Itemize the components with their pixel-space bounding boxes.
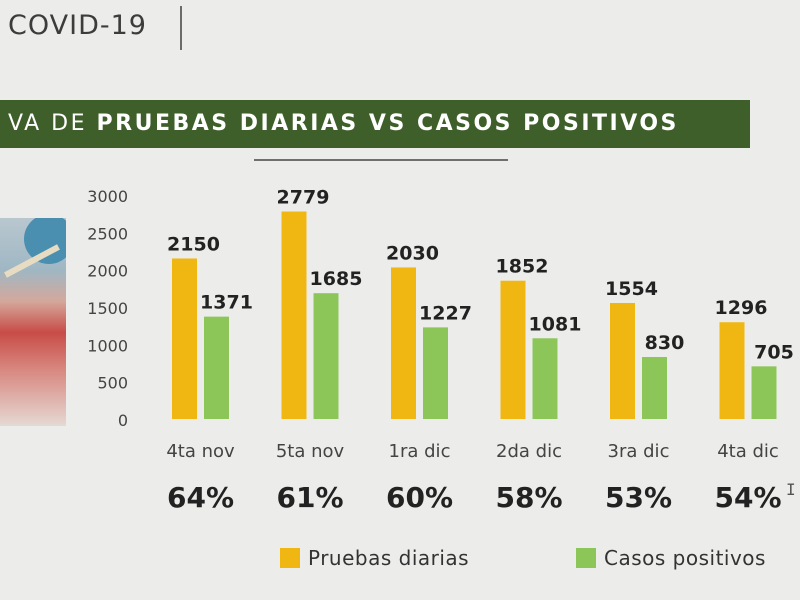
y-tick-label: 1500 xyxy=(87,299,128,318)
covid-test-photo xyxy=(0,218,66,426)
x-category-label: 4ta dic xyxy=(717,441,779,462)
x-category-label: 3ra dic xyxy=(608,441,670,462)
x-category-label: 4ta nov xyxy=(166,441,235,462)
data-label-pruebas: 1554 xyxy=(605,278,658,300)
bar-pruebas xyxy=(610,302,635,419)
bar-pruebas xyxy=(500,280,526,419)
y-tick-label: 1000 xyxy=(87,336,128,355)
chart-legend: Pruebas diarias Casos positivos xyxy=(280,546,800,576)
x-category-label: 2da dic xyxy=(496,441,562,462)
percentage-label: 64% xyxy=(167,481,234,514)
header-divider xyxy=(180,6,182,50)
x-category-label: 5ta nov xyxy=(276,441,345,462)
bar-positivos xyxy=(532,338,558,419)
banner-prefix: VA DE xyxy=(8,111,88,136)
data-label-positivos: 1081 xyxy=(529,313,582,335)
y-tick-label: 3000 xyxy=(87,187,128,206)
data-label-positivos: 1685 xyxy=(310,268,363,290)
data-label-positivos: 1227 xyxy=(419,302,472,324)
legend-label-positivos: Casos positivos xyxy=(604,546,766,570)
bar-pruebas xyxy=(391,267,416,419)
banner-title: PRUEBAS DIARIAS VS CASOS POSITIVOS xyxy=(96,111,679,136)
bar-pruebas xyxy=(281,211,307,419)
data-label-pruebas: 1296 xyxy=(715,297,768,319)
text-cursor-icon: I xyxy=(786,480,796,499)
y-tick-label: 2000 xyxy=(87,262,128,281)
section-banner: VA DE PRUEBAS DIARIAS VS CASOS POSITIVOS xyxy=(0,100,750,148)
bar-positivos xyxy=(751,366,777,419)
data-label-pruebas: 1852 xyxy=(496,256,549,278)
y-tick-label: 2500 xyxy=(87,224,128,243)
bar-positivos xyxy=(313,293,339,419)
bar-pruebas xyxy=(172,258,197,419)
banner-underline xyxy=(254,159,508,161)
percentage-label: 58% xyxy=(495,481,562,514)
legend-swatch-pruebas xyxy=(280,548,300,568)
y-tick-label: 0 xyxy=(118,411,128,430)
legend-swatch-positivos xyxy=(576,548,596,568)
x-category-label: 1ra dic xyxy=(389,441,451,462)
data-label-positivos: 830 xyxy=(645,332,685,354)
data-label-pruebas: 2030 xyxy=(386,242,439,264)
percentage-label: 61% xyxy=(276,481,343,514)
legend-item-positivos: Casos positivos xyxy=(576,546,766,570)
bar-pruebas xyxy=(719,322,745,419)
bar-positivos xyxy=(423,327,448,419)
percentage-label: 60% xyxy=(386,481,453,514)
data-label-pruebas: 2779 xyxy=(277,187,330,209)
legend-label-pruebas: Pruebas diarias xyxy=(308,546,470,570)
data-label-positivos: 1371 xyxy=(200,292,253,314)
bar-positivos xyxy=(204,316,229,419)
data-label-pruebas: 2150 xyxy=(167,233,220,255)
legend-item-pruebas: Pruebas diarias xyxy=(280,546,469,570)
y-tick-label: 500 xyxy=(97,374,128,393)
page-title: COVID-19 xyxy=(8,10,147,41)
bar-positivos xyxy=(642,357,667,419)
data-label-positivos: 705 xyxy=(754,341,794,363)
percentage-label: 53% xyxy=(605,481,672,514)
percentage-label: 54% xyxy=(714,481,781,514)
